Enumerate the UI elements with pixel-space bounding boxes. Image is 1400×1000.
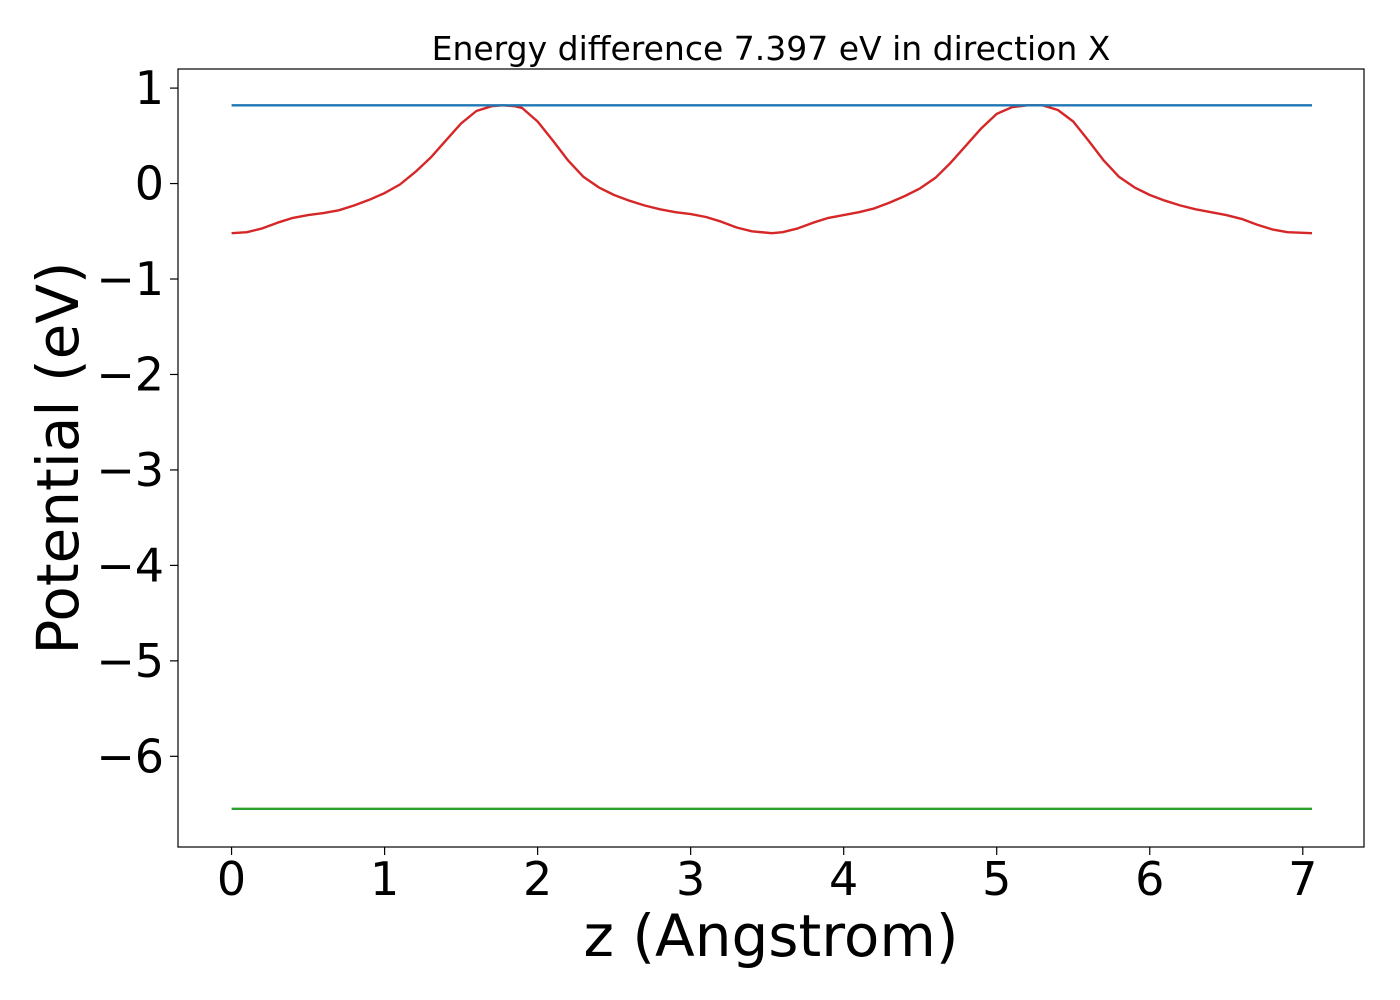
x-tick-label: 2 [523,852,552,906]
chart-title: Energy difference 7.397 eV in direction … [432,29,1111,68]
y-tick-label: −2 [96,347,164,401]
series-line-0 [231,104,1313,235]
x-tick-label: 5 [982,852,1011,906]
x-axis: 0 1 2 3 4 5 6 7 [217,847,1317,906]
x-axis-label: z (Angstrom) [584,902,959,970]
x-tick-label: 4 [829,852,858,906]
x-tick-label: 0 [217,852,246,906]
y-tick-label: −5 [96,634,164,688]
y-axis: 1 0 −1 −2 −3 −4 −5 −6 [96,61,178,783]
x-tick-label: 6 [1135,852,1164,906]
y-axis-label: Potential (eV) [24,261,92,654]
y-tick-label: −4 [96,538,164,592]
x-tick-label: 1 [370,852,399,906]
x-tick-label: 7 [1288,852,1317,906]
series-layer [231,104,1313,810]
x-tick-label: 3 [676,852,705,906]
y-tick-label: −3 [96,443,164,497]
y-tick-label: −6 [96,729,164,783]
plot-frame [177,68,1365,848]
y-tick-label: −1 [96,252,164,306]
y-tick-label: 1 [135,61,164,115]
y-tick-label: 0 [135,157,164,211]
